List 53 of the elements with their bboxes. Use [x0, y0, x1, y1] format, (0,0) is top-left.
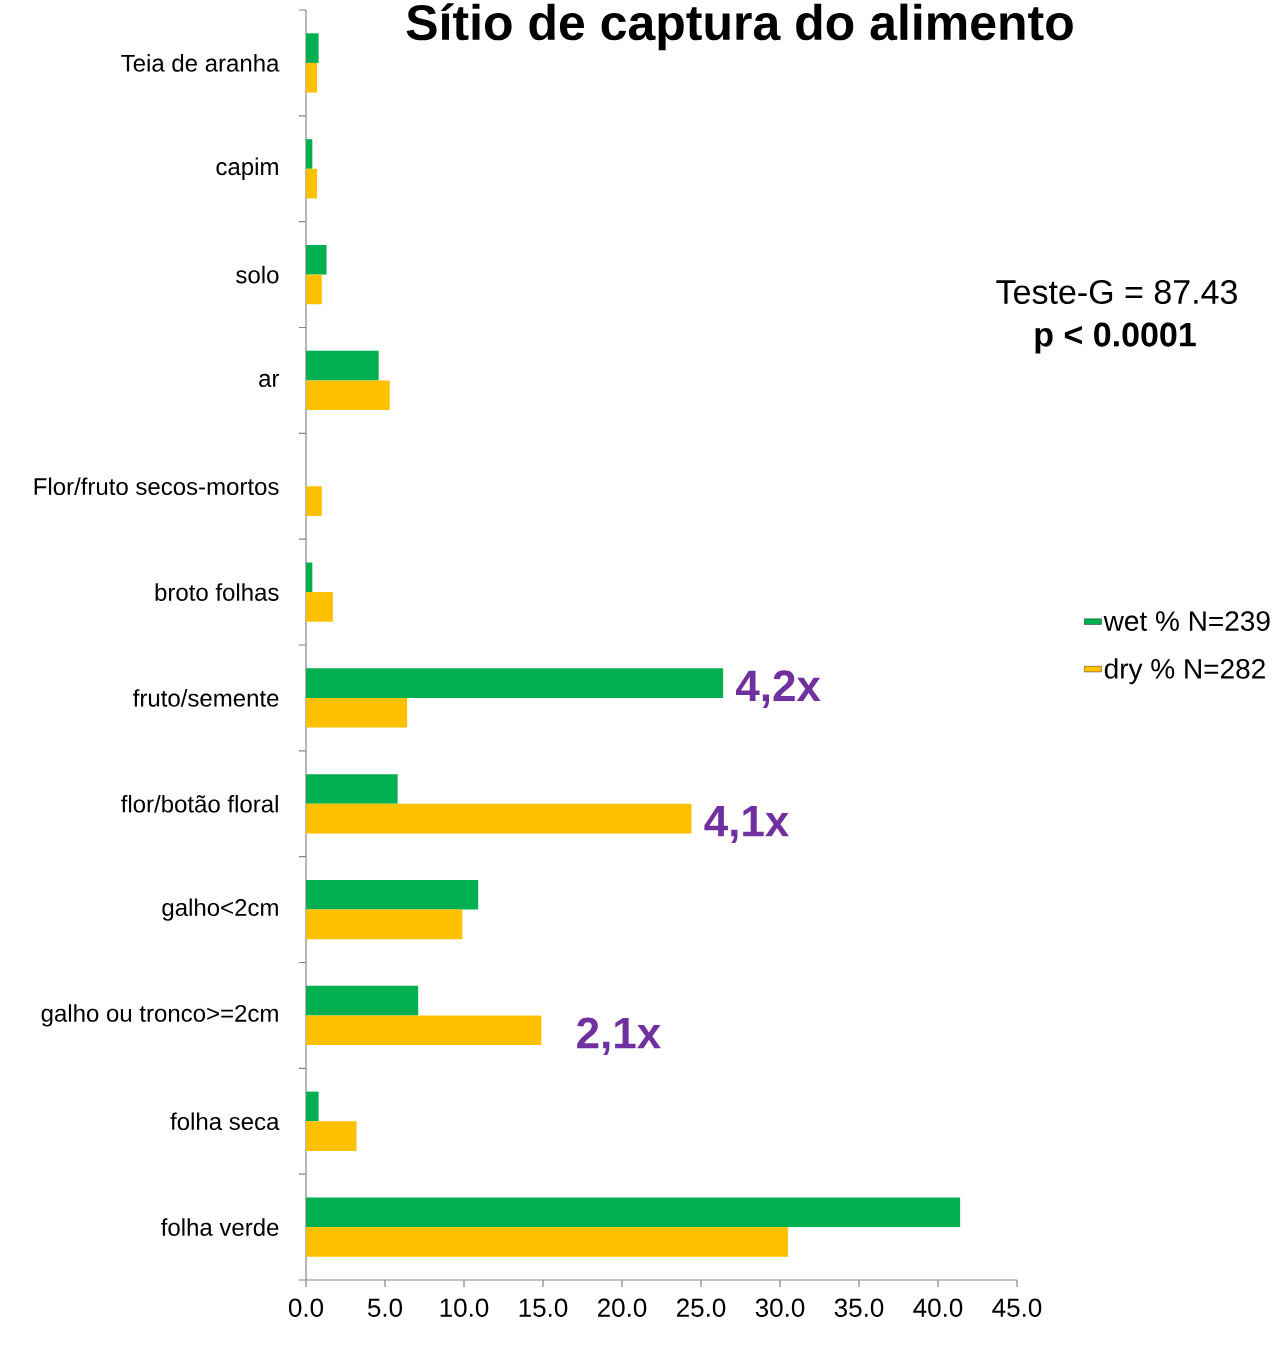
- bar: [306, 592, 333, 622]
- bar: [306, 909, 463, 940]
- bar: [306, 350, 379, 381]
- x-tick-label: 0.0: [288, 1298, 324, 1317]
- text: p < 0.0001: [1035, 322, 1196, 354]
- x-tick-label: 45.0: [992, 1298, 1042, 1317]
- annotation: 2,1x: [577, 1017, 661, 1056]
- y-tick-label: folha verde: [161, 1218, 279, 1236]
- y-tick-label: Teia de aranha: [121, 54, 280, 72]
- bar: [306, 33, 319, 63]
- y-tick-label: galho<2cm: [162, 898, 278, 921]
- bar: [306, 1227, 788, 1257]
- x-tick-label: 40.0: [913, 1298, 963, 1317]
- legend-label: wet % N=239: [1103, 611, 1270, 631]
- y-tick-label: Flor/fruto secos-mortos: [34, 477, 279, 496]
- bar: [306, 562, 313, 593]
- annotation: 4,1x: [704, 806, 790, 844]
- y-tick-label: ar: [259, 373, 280, 388]
- y-tick-label: galho ou tronco>=2cm: [41, 1004, 278, 1027]
- bar: [306, 274, 322, 305]
- y-tick-label: folha seca: [170, 1112, 280, 1131]
- y-tick-label: capim: [216, 157, 278, 180]
- x-tick-label: 35.0: [834, 1298, 884, 1317]
- bar: [306, 486, 322, 516]
- bar: [306, 380, 390, 411]
- bar: [306, 62, 318, 93]
- bar: [306, 985, 419, 1016]
- bar: [306, 803, 692, 834]
- y-tick-label: broto folhas: [155, 583, 279, 601]
- bar: [306, 879, 479, 910]
- x-tick-label: 15.0: [519, 1298, 568, 1317]
- x-tick-label: 20.0: [598, 1298, 647, 1317]
- bar: [306, 168, 318, 199]
- bar: [306, 1197, 961, 1228]
- y-tick-label: solo: [236, 265, 279, 284]
- x-tick-label: 5.0: [367, 1298, 403, 1317]
- bar: [306, 139, 313, 169]
- legend-label: dry % N=282: [1104, 658, 1265, 685]
- y-tick-label: fruto/semente: [133, 689, 279, 707]
- bar: [306, 244, 327, 275]
- x-tick-label: 10.0: [440, 1298, 489, 1317]
- chart-title: Sítio de captura do alimento: [406, 3, 1073, 51]
- bar: [306, 774, 398, 804]
- x-tick-label: 25.0: [677, 1298, 726, 1317]
- bar: [306, 697, 408, 728]
- bar: [306, 1121, 357, 1151]
- annotation: Teste-G = 87.43: [996, 279, 1237, 305]
- annotation: 4,2x: [735, 670, 821, 708]
- bar: [306, 668, 724, 698]
- x-tick-label: 30.0: [755, 1298, 805, 1317]
- bar: [306, 1091, 319, 1122]
- y-tick-label: flor/botão floral: [121, 794, 278, 813]
- bar: [306, 1015, 542, 1046]
